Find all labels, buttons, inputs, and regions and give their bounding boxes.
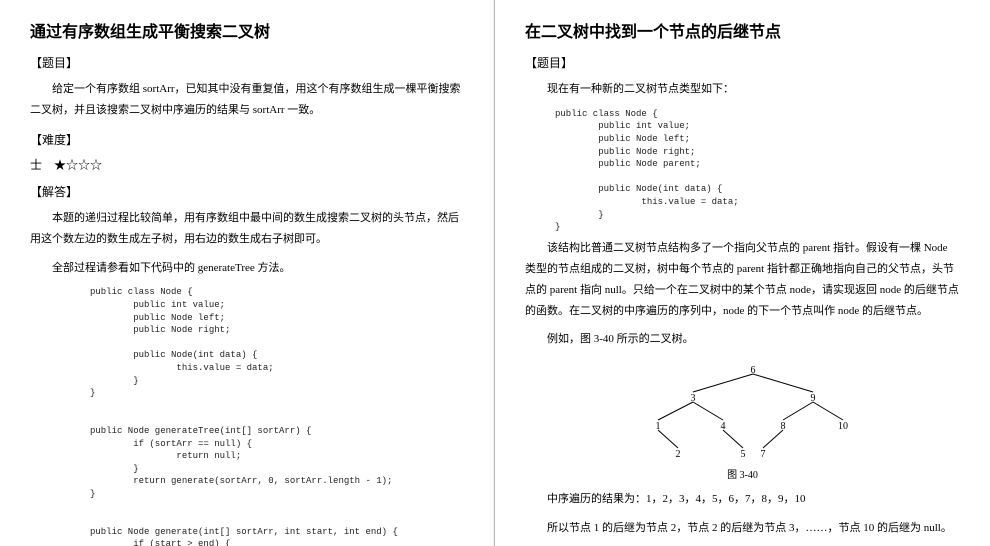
tree-caption: 图 3-40 [613,466,873,481]
page-right: 在二叉树中找到一个节点的后继节点 【题目】 现在有一种新的二叉树节点类型如下： … [495,0,990,546]
solution-p1: 本题的递归过程比较简单，用有序数组中最中间的数生成搜索二叉树的头节点，然后用这个… [30,208,464,250]
section-problem-right: 【题目】 [525,54,960,71]
difficulty-stars-left: 士 ★☆☆☆ [30,156,464,173]
tree-node-label: 6 [750,365,755,376]
problem-p2-right: 该结构比普通二叉树节点结构多了一个指向父节点的 parent 指针。假设有一棵 … [525,238,960,322]
tree-node-label: 4 [720,421,725,432]
section-difficulty-left: 【难度】 [30,131,464,148]
tree-node-label: 8 [780,421,785,432]
problem-text-left: 给定一个有序数组 sortArr，已知其中没有重复值，用这个有序数组生成一棵平衡… [30,79,464,121]
tree-node-label: 7 [760,449,765,460]
page-left: 通过有序数组生成平衡搜索二叉树 【题目】 给定一个有序数组 sortArr，已知… [0,0,495,546]
tree-node-label: 2 [675,449,680,460]
tree-node-label: 10 [838,421,848,432]
tree-node-label: 5 [740,449,745,460]
tree-node-label: 1 [655,421,660,432]
succ-line: 所以节点 1 的后继为节点 2，节点 2 的后继为节点 3，……，节点 10 的… [525,518,960,539]
section-solution-left: 【解答】 [30,183,464,200]
tree-svg: 6 3 9 1 4 8 10 2 5 7 [613,358,873,466]
inorder-line: 中序遍历的结果为：1，2，3，4，5，6，7，8，9，10 [525,489,960,510]
title-right: 在二叉树中找到一个节点的后继节点 [525,18,960,42]
solution-p2: 全部过程请参看如下代码中的 generateTree 方法。 [30,258,464,279]
code-left: public class Node { public int value; pu… [90,286,464,546]
problem-p3-right: 例如，图 3-40 所示的二叉树。 [525,329,960,350]
tree-figure: 6 3 9 1 4 8 10 2 5 7 图 3-40 [613,358,873,481]
section-problem-left: 【题目】 [30,54,464,71]
title-left: 通过有序数组生成平衡搜索二叉树 [30,18,464,42]
tree-node-label: 3 [690,393,695,404]
code-right: public class Node { public int value; pu… [555,108,960,234]
problem-intro-right: 现在有一种新的二叉树节点类型如下： [525,79,960,100]
tree-node-label: 9 [810,393,815,404]
